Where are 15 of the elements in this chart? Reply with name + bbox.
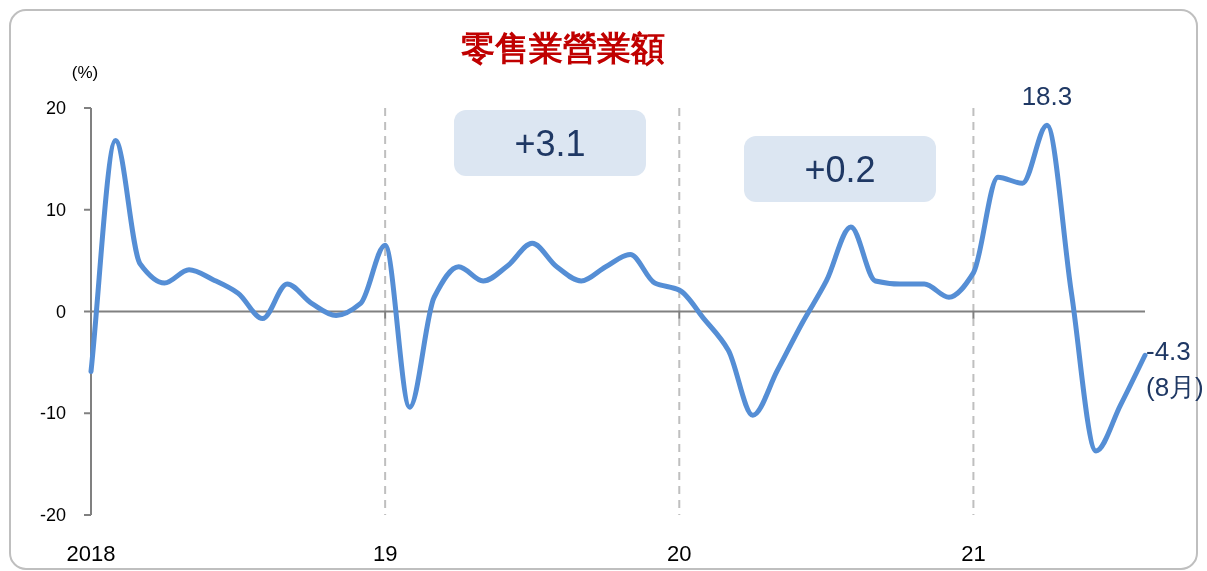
annotation: +0.2 <box>804 149 876 190</box>
chart-title: 零售業營業額 <box>461 29 665 67</box>
annotation: +3.1 <box>514 123 586 164</box>
x-tick-label: 19 <box>372 541 398 566</box>
y-tick-label: -10 <box>39 403 66 424</box>
y-tick-label: 0 <box>55 301 66 322</box>
y-tick-label: 10 <box>45 199 66 220</box>
x-tick-label: 21 <box>961 541 986 566</box>
y-tick-label: -20 <box>39 505 66 525</box>
annotation: 18.3 <box>1021 81 1073 112</box>
y-tick-label: 20 <box>45 98 66 118</box>
x-tick-label: 20 <box>667 541 692 566</box>
annotation: -4.3 (8月) <box>1146 336 1204 403</box>
y-axis-title: (%) <box>71 63 99 82</box>
x-tick-label: 2018 <box>66 541 116 566</box>
